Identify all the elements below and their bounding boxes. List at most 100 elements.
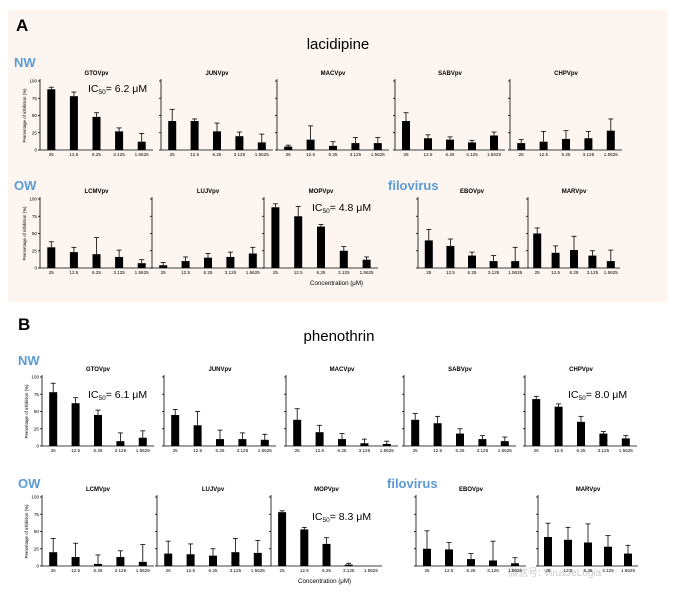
x-tick-label: 6.25 bbox=[209, 568, 218, 573]
bar bbox=[209, 555, 217, 566]
x-tick-label: 12.5 bbox=[300, 568, 309, 573]
x-tick-label: 1.5625 bbox=[136, 448, 150, 453]
bar bbox=[445, 549, 453, 566]
x-tick-label: 1.5625 bbox=[258, 448, 272, 453]
bar bbox=[94, 563, 102, 566]
x-tick-label: 25 bbox=[286, 152, 292, 157]
x-tick-label: 6.25 bbox=[338, 448, 347, 453]
x-tick-label: 25 bbox=[545, 568, 551, 573]
chart-title: LUJVpv bbox=[197, 189, 220, 195]
chart-b-lujvpv: LUJVpv 25 12.5 6.25 3.125 1.5625 bbox=[155, 487, 269, 573]
bar bbox=[362, 259, 371, 268]
bar bbox=[544, 537, 552, 566]
y-tick-label: 75 bbox=[32, 96, 38, 101]
bar bbox=[456, 433, 464, 446]
bar bbox=[446, 139, 454, 150]
x-tick-label: 6.25 bbox=[94, 568, 103, 573]
x-tick-label: 25 bbox=[295, 448, 301, 453]
panel-a-xlabel: Concentration (μM) bbox=[310, 280, 363, 287]
bar bbox=[490, 135, 498, 150]
chart-title: LCMVpv bbox=[85, 189, 110, 195]
bar bbox=[92, 254, 101, 268]
bar bbox=[71, 557, 80, 566]
x-tick-label: 1.5625 bbox=[251, 568, 265, 573]
x-tick-label: 25 bbox=[173, 448, 179, 453]
bar bbox=[584, 542, 592, 566]
bar bbox=[137, 141, 146, 150]
bar bbox=[577, 421, 585, 446]
chart-a-marvpv: MARVpv 25 12.5 6.25 3.125 1.5625 bbox=[526, 189, 620, 275]
bar bbox=[115, 131, 124, 150]
bar bbox=[253, 552, 262, 566]
bar bbox=[181, 261, 190, 268]
x-tick-label: 3.125 bbox=[225, 270, 237, 275]
chart-title: JUNVpv bbox=[205, 71, 229, 77]
x-tick-label: 3.125 bbox=[237, 448, 249, 453]
x-tick-label: 12.5 bbox=[69, 152, 78, 157]
bar bbox=[284, 146, 293, 150]
x-tick-label: 3.125 bbox=[587, 270, 599, 275]
x-tick-label: 1.5625 bbox=[604, 270, 618, 275]
bar bbox=[588, 255, 597, 268]
bar bbox=[49, 392, 58, 446]
x-tick-label: 1.5625 bbox=[619, 448, 633, 453]
x-tick-label: 12.5 bbox=[181, 270, 190, 275]
x-tick-label: 1.5625 bbox=[380, 448, 394, 453]
x-tick-label: 6.25 bbox=[456, 448, 465, 453]
bar bbox=[606, 261, 615, 268]
bar bbox=[489, 560, 497, 566]
chart-title: MOPVpv bbox=[314, 487, 339, 493]
x-tick-label: 1.5625 bbox=[621, 568, 635, 573]
bar bbox=[294, 216, 303, 268]
chart-b-junvpv: JUNVpv 25 12.5 6.25 3.125 1.5625 bbox=[162, 367, 276, 453]
bar bbox=[584, 138, 593, 150]
x-tick-label: 12.5 bbox=[564, 568, 573, 573]
bar bbox=[226, 256, 235, 268]
bar bbox=[562, 138, 570, 150]
x-tick-label: 25 bbox=[535, 270, 541, 275]
y-tick-label: 75 bbox=[34, 512, 40, 517]
x-tick-label: 6.25 bbox=[468, 270, 477, 275]
chart-title: GTOVpv bbox=[86, 367, 111, 373]
bar bbox=[138, 437, 147, 446]
panel-a-letter: A bbox=[16, 16, 28, 35]
x-tick-label: 6.25 bbox=[562, 152, 571, 157]
x-tick-label: 1.5625 bbox=[498, 448, 512, 453]
bar bbox=[278, 512, 287, 566]
x-tick-label: 25 bbox=[534, 448, 540, 453]
panel-a-title: lacidipine bbox=[307, 36, 370, 53]
x-tick-label: 25 bbox=[426, 270, 432, 275]
bar bbox=[621, 438, 630, 446]
chart-b-chpvpv: CHPVpv 25 12.5 6.25 3.125 1.5625 IC50= 8.0 μM bbox=[523, 367, 637, 453]
x-tick-label: 1.5625 bbox=[135, 152, 149, 157]
panel-b-ow-label: OW bbox=[18, 476, 41, 491]
bar bbox=[159, 265, 168, 268]
chart-a-chpvpv: CHPVpv 25 12.5 6.25 3.125 1.5625 bbox=[508, 71, 622, 157]
chart-a-junvpv: JUNVpv 25 12.5 6.25 3.125 1.5625 bbox=[159, 71, 273, 157]
y-tick-label: 25 bbox=[34, 546, 40, 551]
chart-b-mopvpv: MOPVpv 25 12.5 6.25 3.125 1.5625 IC50= 8.3 μM bbox=[269, 487, 382, 573]
y-tick-label: 100 bbox=[31, 495, 39, 500]
chart-title: GTOVpv bbox=[85, 71, 110, 77]
bar bbox=[329, 145, 337, 150]
chart-title: SABVpv bbox=[438, 71, 462, 77]
x-tick-label: 12.5 bbox=[446, 270, 455, 275]
y-tick-label: 100 bbox=[29, 197, 37, 202]
bar bbox=[424, 138, 432, 150]
bar bbox=[517, 143, 526, 150]
y-axis-label: Percentage of inhibition (%) bbox=[24, 504, 29, 558]
bar bbox=[69, 96, 78, 150]
x-tick-label: 1.5625 bbox=[508, 568, 522, 573]
y-tick-label: 50 bbox=[32, 231, 38, 236]
panel-b-nw-label: NW bbox=[18, 353, 40, 368]
x-tick-label: 12.5 bbox=[433, 448, 442, 453]
chart-title: MACVpv bbox=[330, 367, 355, 373]
bar bbox=[138, 561, 147, 566]
y-axis-label: Percentage of inhibition (%) bbox=[22, 206, 27, 260]
x-tick-label: 25 bbox=[280, 568, 286, 573]
bar bbox=[606, 130, 615, 150]
chart-a-macvpv: MACVpv 25 12.5 6.25 3.125 1.5625 bbox=[275, 71, 389, 157]
bar bbox=[164, 553, 173, 566]
x-tick-label: 12.5 bbox=[424, 152, 433, 157]
